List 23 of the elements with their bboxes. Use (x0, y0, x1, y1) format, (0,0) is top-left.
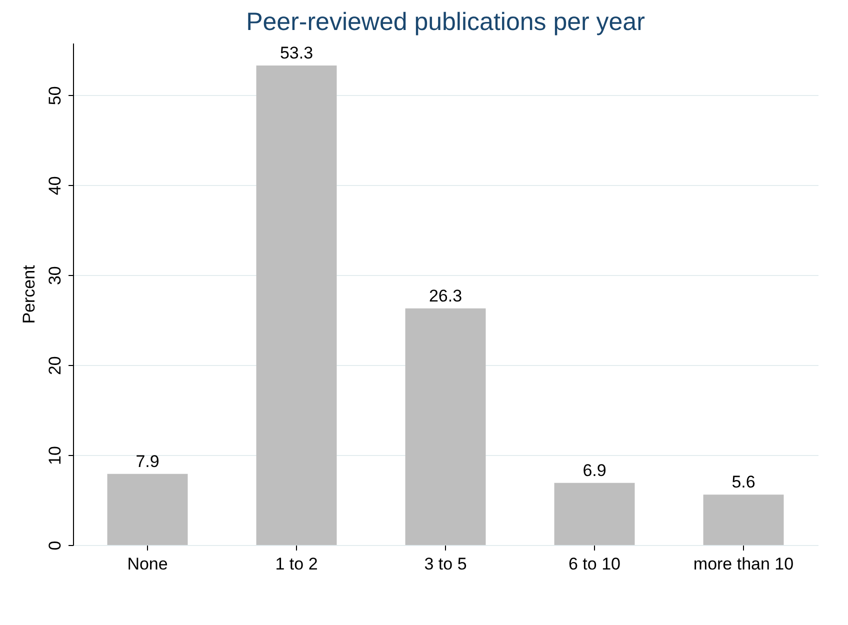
x-tick-label: None (127, 554, 168, 574)
bar (256, 65, 337, 545)
x-tick-label: 3 to 5 (424, 554, 467, 574)
y-tick-label: 50 (46, 86, 64, 106)
bar (107, 474, 188, 545)
bar (703, 494, 784, 545)
data-label: 5.6 (732, 472, 756, 492)
y-tick-label: 30 (46, 266, 64, 286)
y-tick-label: 20 (46, 356, 64, 376)
data-label: 7.9 (136, 452, 160, 471)
x-tick-label: 6 to 10 (568, 554, 620, 574)
x-tick-label: more than 10 (693, 554, 794, 574)
data-label: 53.3 (280, 43, 314, 62)
y-axis-title: Percent (20, 264, 38, 324)
data-label: 26.3 (428, 286, 462, 306)
x-tick-label: 1 to 2 (275, 554, 318, 574)
data-label: 6.9 (582, 460, 606, 480)
bar (554, 482, 635, 545)
chart-title: Peer-reviewed publications per year (246, 8, 645, 36)
bar (405, 308, 486, 545)
y-tick-label: 0 (46, 540, 64, 550)
y-tick-label: 40 (46, 176, 64, 196)
y-tick-label: 10 (46, 446, 64, 465)
